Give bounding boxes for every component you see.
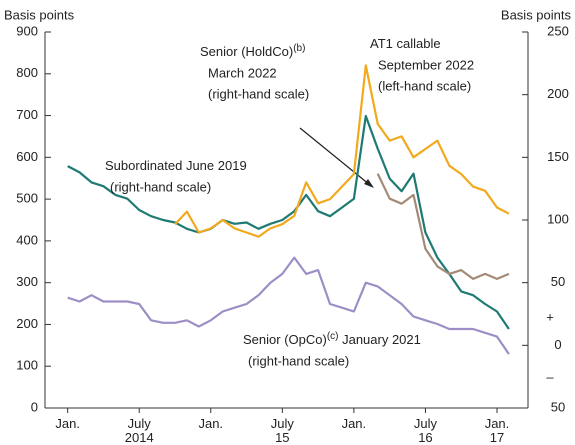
y-tick-label: 300	[16, 274, 38, 289]
x-tick-label: Jan.	[55, 416, 80, 431]
annotation: Senior (HoldCo)(b)	[200, 43, 305, 60]
series-line	[376, 173, 510, 280]
annotation: Subordinated June 2019	[105, 158, 247, 173]
y-tick-label: 600	[16, 149, 38, 164]
y2-tick-label: 50	[551, 399, 565, 414]
y-tick-label: 200	[16, 316, 38, 331]
sign-label: –	[546, 369, 554, 384]
annotation: AT1 callable	[370, 36, 441, 51]
annotation-line: (left-hand scale)	[378, 78, 471, 93]
annotation-line: March 2022	[208, 65, 277, 80]
y-tick-label: 500	[16, 191, 38, 206]
annotation-text: Subordinated June 2019	[105, 158, 247, 173]
y2-tick-label: 0	[554, 337, 561, 352]
annotation-sup: (b)	[293, 43, 305, 54]
x-tick-label: Jan.	[342, 416, 367, 431]
series-line	[67, 114, 510, 330]
x-tick-label: July 15	[271, 416, 295, 445]
y2-tick-label: 250	[547, 23, 569, 38]
y2-axis-label: Basis points	[501, 7, 572, 22]
y2-tick-label: 200	[547, 86, 569, 101]
sign-label: +	[546, 309, 554, 324]
annotation: Senior (OpCo)(c) January 2021	[243, 331, 421, 348]
y-axis-label: Basis points	[4, 7, 75, 22]
y2-tick-label: 150	[547, 149, 569, 164]
x-tick-label: Jan. 17	[485, 416, 510, 445]
x-tick-label: July 2014	[125, 416, 154, 445]
series-line	[67, 256, 510, 355]
annotation-text: January 2021	[338, 332, 420, 347]
y-tick-label: 900	[16, 23, 38, 38]
annotation-line: September 2022	[378, 57, 474, 72]
y-tick-label: 100	[16, 358, 38, 373]
y2-tick-label: 100	[547, 211, 569, 226]
y-tick-label: 0	[31, 399, 38, 414]
arrow-head	[364, 179, 374, 188]
annotation-text: Senior (OpCo)	[243, 332, 327, 347]
x-tick-label: July 16	[414, 416, 438, 445]
x-tick-label: Jan.	[198, 416, 223, 431]
annotation-line: (right-hand scale)	[110, 179, 211, 194]
annotation-text: AT1 callable	[370, 36, 441, 51]
y-tick-label: 400	[16, 232, 38, 247]
y-tick-label: 700	[16, 107, 38, 122]
annotation-line: (right-hand scale)	[208, 86, 309, 101]
annotation-sup: (c)	[327, 331, 339, 342]
annotation-text: Senior (HoldCo)	[200, 44, 293, 59]
annotation-line: (right-hand scale)	[248, 353, 349, 368]
y-tick-label: 800	[16, 65, 38, 80]
series-line	[174, 64, 510, 238]
y2-tick-label: 50	[551, 274, 565, 289]
